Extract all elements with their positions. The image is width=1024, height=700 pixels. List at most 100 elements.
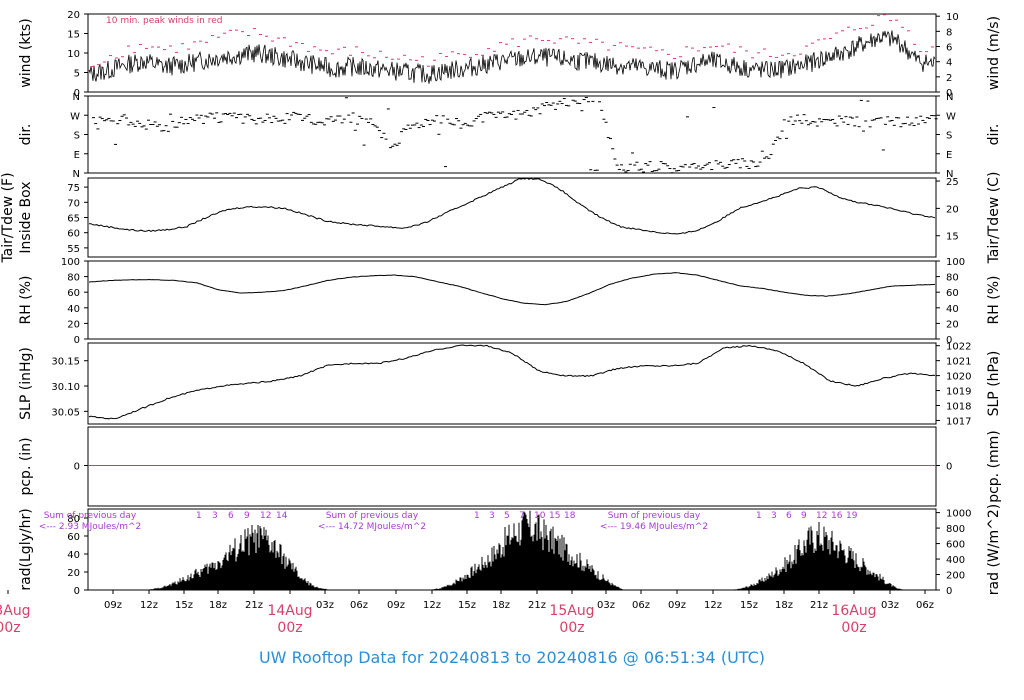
hour-mark: 6 [786, 511, 792, 521]
ylabel-left-temp: Inside Box [18, 181, 34, 253]
hour-mark: 3 [489, 511, 495, 521]
ytick-label-right: 60 [946, 288, 959, 299]
ytick-label-left: 30.05 [51, 407, 80, 418]
ylabel-right-dir: dir. [986, 124, 1002, 146]
ytick-label-right: 20 [946, 319, 959, 330]
panel-frame-pcp [87, 426, 937, 507]
ytick-label-right: 400 [946, 555, 965, 566]
hour-mark: 3 [771, 511, 777, 521]
xtick-label: 15z [175, 600, 193, 611]
ylabel-right-pcp: pcp. (mm) [986, 430, 1002, 503]
ytick-label-right: 1017 [946, 416, 971, 427]
ylabel-left-temp: Tair/Tdew (F) [0, 172, 16, 263]
ytick-label-left: 20 [67, 319, 80, 330]
xtick-label: 06z [350, 600, 368, 611]
ylabel-right-wind: wind (m/s) [986, 16, 1002, 90]
panel-frame-dir [87, 95, 937, 174]
ytick-label-left: 60 [67, 532, 80, 543]
xtick-label: 03z [881, 600, 899, 611]
ytick-label-right: 15 [946, 232, 959, 243]
ytick-label-left: 80 [67, 514, 80, 525]
ylabel-left-dir: dir. [18, 124, 34, 146]
ytick-label-right: 0 [946, 586, 952, 597]
ytick-label-right: N [946, 169, 953, 180]
xtick-label: 03z [597, 600, 615, 611]
ytick-label-right: 600 [946, 540, 965, 551]
ytick-label-left: E [74, 150, 80, 161]
hour-mark: 5 [504, 511, 510, 521]
ytick-label-right: S [946, 131, 952, 142]
panel-frame-slp [87, 342, 937, 425]
hour-mark: 18 [564, 511, 576, 521]
ytick-label-right: 1018 [946, 402, 971, 413]
ytick-label-left: S [74, 131, 80, 142]
xtick-label: 03z [316, 600, 334, 611]
ytick-label-right: 1000 [946, 509, 971, 520]
wind-series [88, 30, 936, 84]
daily-sum-value: <--- 2.93 MJoules/m^2 [39, 522, 141, 532]
ytick-label-left: 15 [67, 30, 80, 41]
hour-mark: 9 [801, 511, 807, 521]
ytick-label-right: 80 [946, 273, 959, 284]
ytick-label-right: 1021 [946, 357, 971, 368]
ytick-label-left: 75 [67, 183, 80, 194]
ylabel-right-slp: SLP (hPa) [986, 351, 1002, 417]
daily-sum-label: Sum of previous day [608, 511, 701, 521]
ytick-label-left: 0 [74, 586, 80, 597]
ytick-label-left: 65 [67, 214, 80, 225]
ytick-label-left: 60 [67, 288, 80, 299]
chart-title: UW Rooftop Data for 20240813 to 20240816… [258, 648, 766, 667]
ytick-label-left: 30.15 [51, 357, 80, 368]
xtick-label: 12z [423, 600, 441, 611]
hour-mark: 1 [474, 511, 480, 521]
xtick-label: 12z [704, 600, 722, 611]
panel-frame-rh [87, 260, 937, 340]
xtick-label: 12z [140, 600, 158, 611]
ylabel-left-rad: rad(Lgly/hr) [18, 508, 34, 590]
ytick-label-left: 0 [74, 88, 80, 99]
xtick-label: 18z [775, 600, 793, 611]
ytick-label-right: 1020 [946, 372, 971, 383]
ylabel-right-rh: RH (%) [986, 276, 1002, 325]
ylabel-left-rh: RH (%) [18, 276, 34, 325]
ylabel-right-rad: rad (W/m^2) [986, 504, 1002, 595]
ytick-label-right: 1019 [946, 387, 971, 398]
ytick-label-right: 10 [946, 12, 959, 23]
ytick-label-right: 800 [946, 524, 965, 535]
ytick-label-right: 8 [946, 27, 952, 38]
ytick-label-right: 25 [946, 177, 959, 188]
xtick-label: 09z [387, 600, 405, 611]
xtick-label: 09z [668, 600, 686, 611]
day-hour-label: 00z [0, 620, 21, 636]
rh-series [88, 272, 936, 306]
ylabel-left-slp: SLP (inHg) [18, 347, 34, 420]
ytick-label-left: 55 [67, 244, 80, 255]
xtick-label: 09z [104, 600, 122, 611]
panel-frame-temp [87, 177, 937, 258]
ylabel-left-wind: wind (kts) [18, 18, 34, 87]
ytick-label-right: 40 [946, 304, 959, 315]
ytick-label-left: 40 [67, 304, 80, 315]
xtick-label: 18z [209, 600, 227, 611]
ytick-label-right: 2 [946, 73, 952, 84]
xtick-label: 21z [528, 600, 546, 611]
ytick-label-right: 0 [946, 335, 952, 346]
ytick-label-left: 5 [74, 69, 80, 80]
ytick-label-right: W [946, 111, 956, 122]
ylabel-right-temp: Tair/Tdew (C) [986, 172, 1002, 265]
daily-sum-value: <--- 19.46 MJoules/m^2 [600, 522, 708, 532]
ytick-label-left: 30.10 [51, 382, 80, 393]
hour-mark: 19 [846, 511, 858, 521]
ytick-label-left: 40 [67, 550, 80, 561]
ytick-label-right: 0 [946, 88, 952, 99]
xtick-label: 15z [458, 600, 476, 611]
ytick-label-right: 100 [946, 257, 965, 268]
day-hour-label: 00z [841, 620, 866, 636]
day-label: 13Aug [0, 603, 31, 619]
ytick-label-right: 4 [946, 58, 952, 69]
ytick-label-left: N [73, 169, 80, 180]
day-label: 15Aug [549, 603, 594, 619]
day-hour-label: 00z [277, 620, 302, 636]
day-label: 14Aug [267, 603, 312, 619]
hour-mark: 3 [212, 511, 218, 521]
